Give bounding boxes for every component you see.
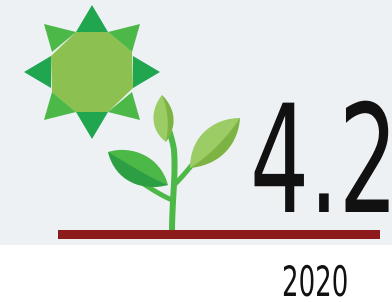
sun bbox=[24, 5, 160, 139]
illustration: 4.2 2020 bbox=[0, 0, 392, 302]
title: 4.2 bbox=[250, 74, 392, 248]
year: 2020 bbox=[282, 259, 348, 302]
